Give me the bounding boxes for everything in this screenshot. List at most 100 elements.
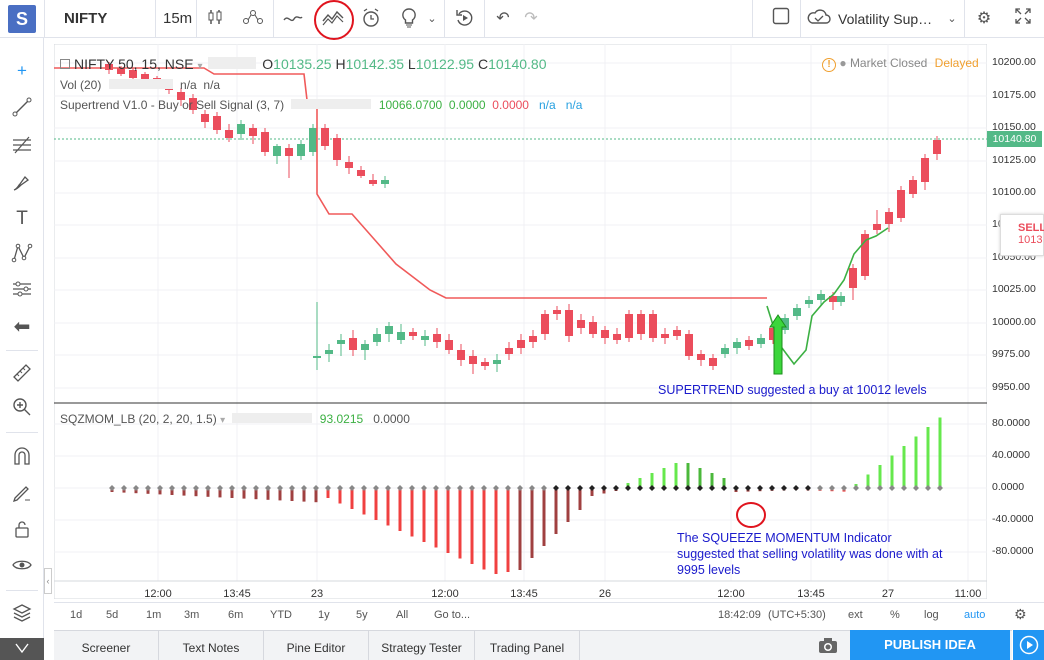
redo-icon[interactable]: ↷ <box>524 10 538 27</box>
chevron-down-icon[interactable]: ⌄ <box>427 13 437 25</box>
squeeze-dot <box>145 485 151 491</box>
log-button[interactable]: log <box>924 609 939 621</box>
squeeze-dot <box>601 485 607 491</box>
momentum-bar <box>362 488 366 515</box>
range-button-1d[interactable]: 1d <box>70 609 83 621</box>
warning-icon[interactable]: ! <box>822 58 836 72</box>
collapse-toolbar-handle[interactable]: ‹ <box>44 568 52 594</box>
brush-icon[interactable] <box>8 172 36 198</box>
object-tree-toggle[interactable] <box>0 638 44 660</box>
tab-strategy-tester[interactable]: Strategy Tester <box>369 631 475 660</box>
zoom-in-icon[interactable] <box>8 396 36 422</box>
gear-icon[interactable]: ⚙ <box>976 10 992 27</box>
fib-icon[interactable] <box>8 134 36 160</box>
squeeze-dot <box>733 485 739 491</box>
lock-icon[interactable] <box>8 518 36 544</box>
tab-pine-editor[interactable]: Pine Editor <box>264 631 369 660</box>
range-button-ytd[interactable]: YTD <box>270 609 292 621</box>
collapse-icon[interactable] <box>60 59 70 69</box>
annotation-circle <box>736 502 766 528</box>
undo-icon[interactable]: ↶ <box>496 10 510 27</box>
pattern-icon[interactable] <box>8 242 36 268</box>
percent-button[interactable]: % <box>890 609 900 621</box>
range-button-1m[interactable]: 1m <box>146 609 162 621</box>
ext-button[interactable]: ext <box>848 609 863 621</box>
chevron-down-icon[interactable]: ⌄ <box>947 13 957 25</box>
legend-buttons[interactable] <box>291 99 372 109</box>
interval-button[interactable]: 15m <box>163 10 193 27</box>
play-icon[interactable] <box>1012 630 1044 660</box>
low-value: 10122.95 <box>415 56 475 72</box>
sell-signal-label[interactable]: SELL 1013 <box>1000 214 1044 256</box>
ruler-icon[interactable] <box>8 362 36 388</box>
candle-body <box>577 320 585 328</box>
range-button-5y[interactable]: 5y <box>356 609 368 621</box>
squeeze-dot <box>169 485 175 491</box>
chevron-down-icon[interactable]: ▾ <box>220 415 226 426</box>
range-button-5d[interactable]: 5d <box>106 609 119 621</box>
price-axis[interactable]: 10200.00 10175.00 10150.00 10125.00 10100.00… <box>987 44 1044 599</box>
legend-buttons[interactable] <box>232 413 313 423</box>
squeeze-label[interactable]: SQZMOM_LB (20, 2, 20, 1.5) <box>60 412 217 426</box>
momentum-bar <box>638 478 642 488</box>
squeeze-dot <box>409 485 415 491</box>
magnet-icon[interactable] <box>8 446 36 472</box>
squeeze-dot <box>613 485 619 491</box>
cloud-icon[interactable] <box>806 7 832 31</box>
text-tool-icon[interactable]: T <box>16 208 28 229</box>
fullscreen-box-icon[interactable] <box>768 7 794 31</box>
legend-buttons[interactable] <box>208 57 257 69</box>
candles-icon[interactable] <box>202 7 228 31</box>
gear-icon[interactable]: ⚙ <box>1014 606 1027 622</box>
oscillator-tick-label: 80.0000 <box>992 417 1030 429</box>
line-tool-icon[interactable] <box>280 7 306 31</box>
squeeze-annotation-line3[interactable]: 9995 levels <box>677 563 740 577</box>
publish-idea-button[interactable]: PUBLISH IDEA <box>850 630 1010 660</box>
expand-icon[interactable] <box>1010 7 1036 31</box>
supertrend-annotation[interactable]: SUPERTREND suggested a buy at 10012 leve… <box>658 383 927 397</box>
range-button-3m[interactable]: 3m <box>184 609 200 621</box>
chevron-down-icon[interactable]: ▾ <box>197 61 203 72</box>
compare-icon[interactable] <box>240 7 266 31</box>
goto-button[interactable]: Go to... <box>434 609 471 621</box>
prediction-icon[interactable] <box>8 278 36 304</box>
symbol-title[interactable]: NIFTY 50, 15, NSE <box>74 56 194 72</box>
stay-in-draw-icon[interactable] <box>8 482 36 508</box>
symbol-search-button[interactable]: NIFTY <box>64 10 108 27</box>
indicators-icon[interactable] <box>320 7 346 31</box>
replay-icon[interactable] <box>452 7 478 31</box>
squeeze-annotation-line1[interactable]: The SQUEEZE MOMENTUM Indicator <box>677 531 892 545</box>
momentum-bar <box>338 488 342 504</box>
squeeze-dot <box>289 485 295 491</box>
tab-screener[interactable]: Screener <box>54 631 159 660</box>
tab-text-notes[interactable]: Text Notes <box>159 631 264 660</box>
range-button-6m[interactable]: 6m <box>228 609 244 621</box>
squeeze-annotation-line2[interactable]: suggested that selling volatility was do… <box>677 547 943 561</box>
timezone-button[interactable]: (UTC+5:30) <box>768 609 826 621</box>
back-arrow-icon[interactable]: ⬅ <box>13 316 31 338</box>
auto-button[interactable]: auto <box>964 609 986 621</box>
momentum-bar <box>302 488 306 502</box>
lightbulb-icon[interactable] <box>396 7 422 31</box>
supertrend-label[interactable]: Supertrend V1.0 - Buy or Sell Signal (3,… <box>60 98 285 112</box>
alert-icon[interactable] <box>358 7 384 31</box>
indicator-template-button[interactable]: Volatility Sup… <box>838 11 933 27</box>
momentum-bar <box>674 463 678 488</box>
eye-icon[interactable] <box>8 554 36 580</box>
price-tick-label: 10175.00 <box>992 89 1036 101</box>
range-button-1y[interactable]: 1y <box>318 609 330 621</box>
time-tick-label: 27 <box>882 588 894 599</box>
legend-buttons[interactable] <box>108 79 173 89</box>
squeeze-dot <box>817 485 823 491</box>
range-button-all[interactable]: All <box>396 609 409 621</box>
volume-label[interactable]: Vol (20) <box>60 78 102 92</box>
momentum-bar <box>470 488 474 564</box>
camera-icon[interactable] <box>818 637 838 660</box>
logo[interactable]: S <box>8 5 36 33</box>
time-axis[interactable]: 12:00 13:45 23 12:00 13:45 26 12:00 13:45 27 11:0… <box>144 588 981 599</box>
trendline-icon[interactable] <box>8 96 36 122</box>
crosshair-icon[interactable]: + <box>17 61 27 80</box>
tab-trading-panel[interactable]: Trading Panel <box>475 631 580 660</box>
chart-area[interactable]: SUPERTREND suggested a buy at 10012 leve… <box>54 44 987 599</box>
layers-icon[interactable] <box>8 602 36 628</box>
